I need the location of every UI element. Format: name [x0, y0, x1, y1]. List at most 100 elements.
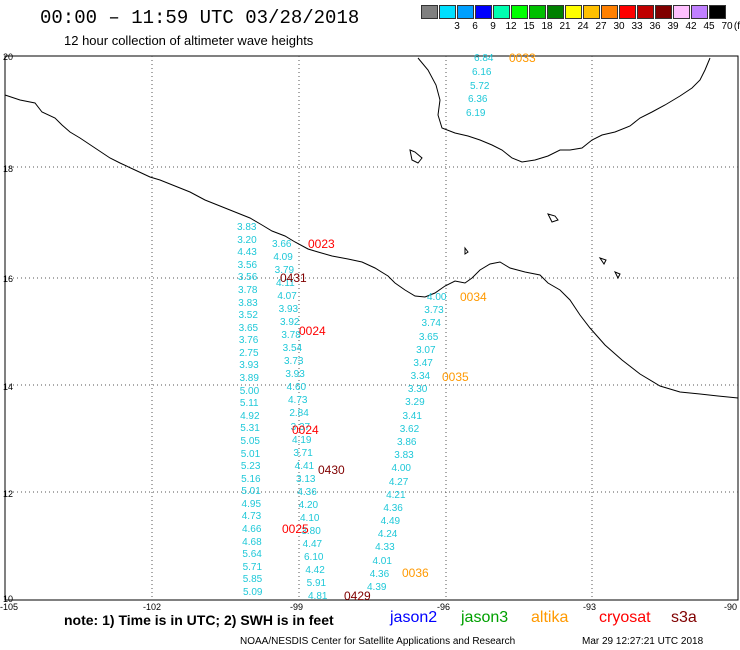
wave-height-value: 3.71 [293, 447, 313, 459]
lon-label: -93 [583, 602, 597, 612]
wave-height-value: 3.41 [402, 410, 422, 422]
scale-label: 70 [721, 21, 733, 32]
wave-height-value: 3.29 [405, 397, 425, 409]
lat-label: 16 [3, 274, 14, 284]
wave-height-value: 5.00 [239, 385, 260, 397]
scale-unit: (ft) [733, 21, 740, 32]
wave-height-value: 4.95 [241, 498, 262, 510]
scale-label: 30 [613, 21, 625, 32]
wave-height-value: 4.66 [241, 524, 262, 536]
wave-height-value: 4.00 [391, 463, 411, 475]
wave-height-value: 5.05 [240, 435, 260, 447]
wave-height-value: 3.76 [238, 335, 259, 347]
wave-height-value: 3.83 [237, 222, 257, 233]
wave-height-value: 3.66 [272, 239, 292, 250]
scale-label: 9 [490, 21, 496, 32]
wave-height-value: 3.62 [399, 423, 420, 435]
wave-height-value: 3.83 [238, 297, 258, 309]
wave-height-value: 3.30 [407, 384, 428, 396]
wave-height-value: 5.23 [240, 461, 261, 473]
wave-height-value: 4.68 [242, 536, 262, 548]
pass-time-label: 0023 [308, 237, 335, 251]
lon-label: -102 [143, 602, 162, 612]
scale-label: 24 [577, 21, 589, 32]
wave-height-value: 4.21 [386, 489, 406, 501]
wave-height-value: 5.72 [470, 80, 490, 92]
satellite-legend-item: jason3 [461, 609, 509, 626]
wave-height-value: 5.91 [306, 577, 327, 589]
wave-height-value: 3.93 [285, 369, 305, 381]
map-subtitle: 12 hour collection of altimeter wave hei… [64, 33, 314, 48]
wave-height-value: 6.36 [468, 94, 488, 106]
lon-label: -105 [0, 602, 19, 612]
scale-swatch [493, 5, 510, 19]
wave-height-value: 3.73 [284, 356, 304, 368]
satellite-legend-item: jason2 [390, 609, 438, 626]
pass-time-label: 0429 [344, 589, 371, 603]
wave-height-value: 4.27 [388, 476, 409, 488]
scale-swatch [457, 5, 474, 19]
wave-height-value: 4.07 [277, 291, 297, 303]
lon-label: -90 [724, 602, 738, 612]
scale-label: 12 [505, 21, 517, 32]
scale-label: 27 [595, 21, 607, 32]
wave-height-value: 4.10 [300, 512, 320, 524]
wave-height-value: 3.20 [237, 234, 257, 246]
scale-label: 3 [454, 21, 460, 32]
scale-swatch [565, 5, 582, 19]
wave-height-value: 4.81 [308, 591, 328, 602]
scale-label: 15 [523, 21, 535, 32]
wave-height-value: 4.09 [273, 252, 293, 264]
wave-height-value: 4.00 [427, 292, 447, 303]
wave-height-value: 3.73 [424, 305, 444, 317]
satellite-legend-item: cryosat [599, 609, 651, 626]
wave-height-value: 3.74 [421, 318, 441, 330]
wave-height-value: 5.85 [242, 574, 263, 586]
wave-height-value: 3.83 [394, 450, 414, 462]
color-scale [421, 5, 727, 19]
scale-label: 36 [649, 21, 661, 32]
wave-height-value: 4.60 [286, 382, 307, 394]
pass-time-label: 0024 [299, 324, 326, 338]
scale-swatch [511, 5, 528, 19]
map-title: 00:00 – 11:59 UTC 03/28/2018 [40, 7, 360, 29]
wave-height-value: 3.65 [418, 331, 439, 343]
pass-time-label: 0431 [280, 271, 307, 285]
scale-label: 39 [667, 21, 679, 32]
wave-height-value: 4.92 [240, 410, 260, 422]
wave-height-value: 4.20 [298, 499, 319, 511]
wave-height-value: 4.43 [237, 247, 257, 259]
scale-swatch [601, 5, 618, 19]
scale-label: 42 [685, 21, 697, 32]
pass-time-label: 0034 [460, 290, 487, 304]
credit-line: NOAA/NESDIS Center for Satellite Applica… [240, 636, 516, 647]
wave-height-value: 3.37 [290, 421, 311, 433]
lat-label: 18 [3, 164, 14, 174]
lon-label: -99 [290, 602, 304, 612]
wave-height-value: 5.01 [241, 486, 261, 498]
pass-time-label: 0025 [282, 522, 309, 536]
wave-height-value: 4.11 [276, 278, 295, 290]
scale-swatch [475, 5, 492, 19]
scale-swatch [583, 5, 600, 19]
wave-height-value: 5.71 [242, 561, 263, 573]
wave-height-value: 4.33 [375, 542, 395, 554]
wave-height-value: 3.89 [239, 373, 259, 385]
pass-time-label: 0430 [318, 463, 345, 477]
wave-height-value: 3.54 [282, 343, 303, 355]
scale-swatch [673, 5, 690, 19]
scale-label: 21 [559, 21, 571, 32]
wave-height-value: 3.92 [280, 317, 300, 329]
wave-height-value: 4.19 [292, 434, 312, 446]
lat-label: 10 [3, 594, 14, 604]
lat-label: 14 [3, 382, 14, 392]
wave-height-value: 4.24 [377, 529, 398, 541]
wave-height-value: 6.10 [304, 551, 324, 563]
scale-swatch [709, 5, 726, 19]
wave-height-value: 4.39 [367, 582, 387, 593]
scale-label: 6 [472, 21, 478, 32]
wave-height-value: 4.49 [380, 516, 401, 528]
generation-timestamp: Mar 29 12:27:21 UTC 2018 [582, 636, 704, 647]
scale-label: 33 [631, 21, 643, 32]
